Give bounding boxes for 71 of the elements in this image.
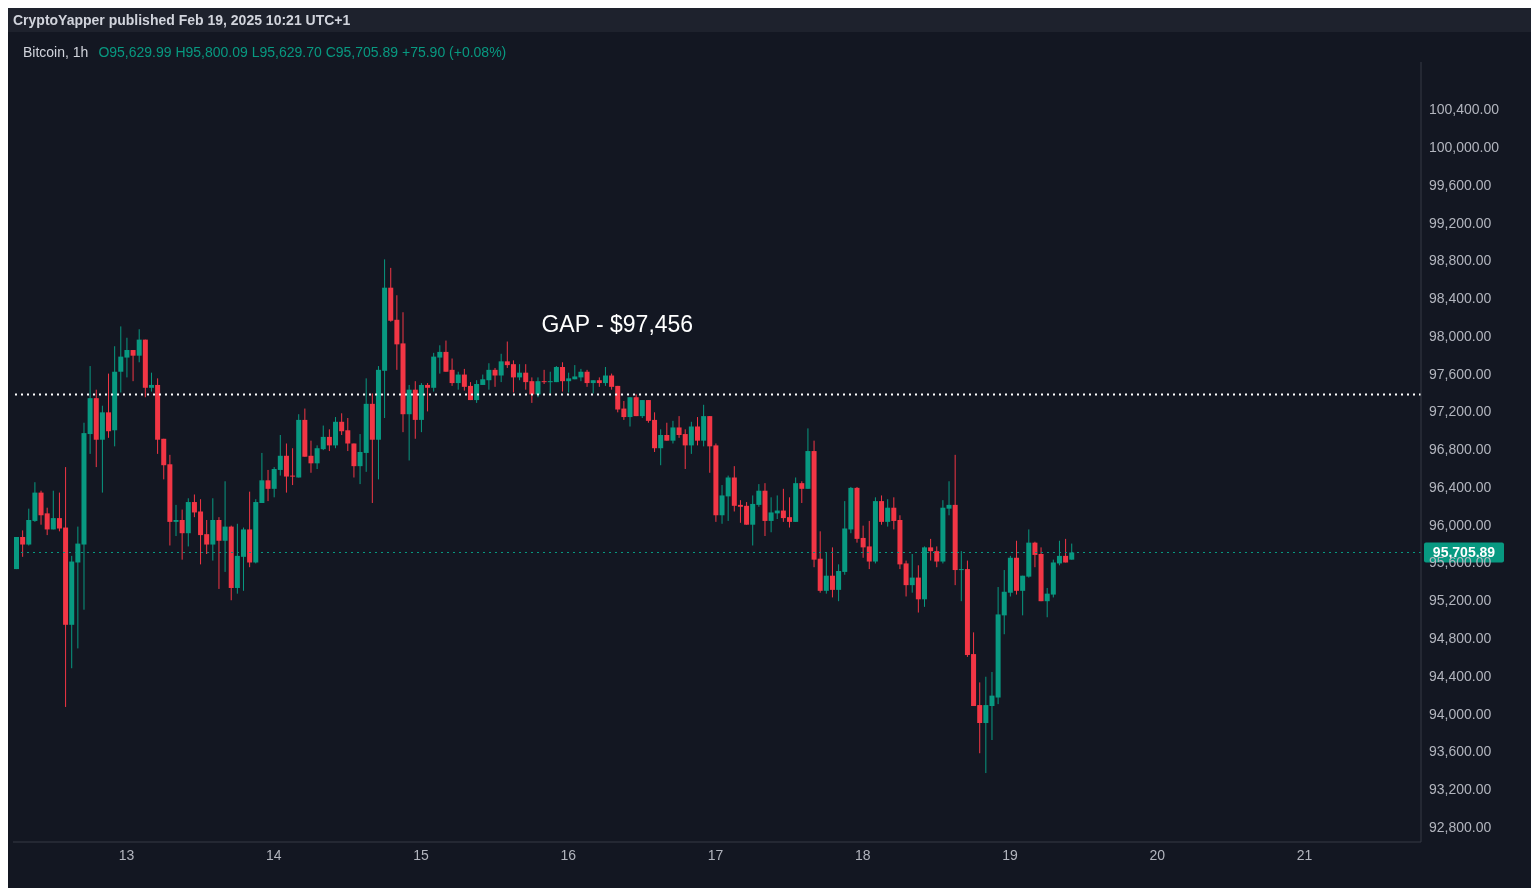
candlestick	[602, 366, 608, 387]
candlestick	[50, 490, 56, 530]
candlestick	[688, 421, 694, 455]
x-tick-label: 17	[707, 846, 724, 863]
candlestick	[326, 428, 332, 452]
candlestick	[658, 428, 664, 466]
x-tick-label: 14	[265, 846, 282, 863]
candlestick	[265, 469, 271, 502]
candlestick	[535, 376, 541, 398]
y-tick-label: 97,600.00	[1429, 365, 1492, 382]
candlestick	[20, 529, 26, 558]
candlestick	[216, 516, 222, 590]
y-tick-label: 92,800.00	[1429, 818, 1492, 835]
candlestick	[351, 443, 357, 478]
candlestick	[560, 361, 566, 393]
candlestick	[443, 340, 449, 373]
x-tick-label: 20	[1149, 846, 1166, 863]
y-tick-label: 100,000.00	[1429, 138, 1500, 155]
y-tick-label: 98,800.00	[1429, 252, 1492, 269]
candlestick	[670, 420, 676, 444]
y-tick-label: 98,400.00	[1429, 290, 1492, 307]
x-tick-label: 21	[1296, 846, 1313, 863]
x-tick-label: 19	[1002, 846, 1018, 863]
candlestick	[492, 367, 498, 388]
y-tick-label: 94,800.00	[1429, 630, 1492, 646]
x-tick-label: 13	[118, 846, 135, 863]
candlestick	[694, 416, 700, 446]
candlestick	[829, 546, 835, 598]
y-tick-label: 93,600.00	[1429, 743, 1492, 760]
candlestick	[106, 373, 112, 439]
y-tick-label: 100,400.00	[1429, 101, 1500, 118]
candlestick	[627, 396, 633, 427]
y-tick-label: 99,600.00	[1429, 176, 1492, 193]
candlestick	[541, 369, 547, 385]
candlestick	[928, 538, 934, 562]
candlestick	[903, 560, 909, 597]
candlestick	[333, 416, 339, 449]
y-tick-label: 98,000.00	[1429, 327, 1492, 344]
x-tick-label: 16	[560, 846, 577, 863]
candlestick	[179, 509, 185, 561]
y-tick-label: 93,200.00	[1429, 781, 1492, 798]
candlestick	[1032, 541, 1038, 568]
y-tick-label: 97,200.00	[1429, 403, 1492, 420]
candlestick	[879, 494, 885, 526]
y-tick-label: 94,000.00	[1429, 705, 1492, 722]
candlestick	[915, 564, 921, 614]
y-tick-label: 96,000.00	[1429, 516, 1492, 533]
annotation: GAP - $97,456	[541, 311, 694, 338]
x-tick-label: 15	[413, 846, 429, 863]
candlestick	[934, 545, 940, 568]
x-tick-label: 18	[854, 846, 871, 863]
y-tick-label: 95,200.00	[1429, 592, 1492, 609]
candlestick	[136, 328, 142, 363]
candlestick	[148, 372, 154, 393]
y-tick-label: 99,200.00	[1429, 214, 1492, 231]
candlestick	[799, 480, 805, 504]
candlestick	[130, 349, 136, 382]
candlestick	[56, 492, 62, 532]
chart-subtitle: O95,629.99 H95,800.09 L95,629.70 C95,705.89 +75.90 (+0.08%)	[98, 44, 507, 60]
candlestick	[946, 480, 952, 516]
candlestick	[173, 504, 179, 537]
text: CryptoYapper published Feb 19, 2025 10:21 UTC+1	[13, 12, 351, 28]
chart-title: Bitcoin, 1h	[23, 44, 89, 60]
candlestick	[885, 498, 891, 528]
candlestick	[498, 353, 504, 383]
y-tick-label: 96,800.00	[1429, 441, 1492, 458]
y-tick-label: 96,400.00	[1429, 478, 1492, 495]
candlestick	[909, 553, 915, 594]
y-tick-label: 94,400.00	[1429, 667, 1492, 684]
candlestick	[425, 382, 431, 412]
candlestick	[449, 358, 455, 387]
